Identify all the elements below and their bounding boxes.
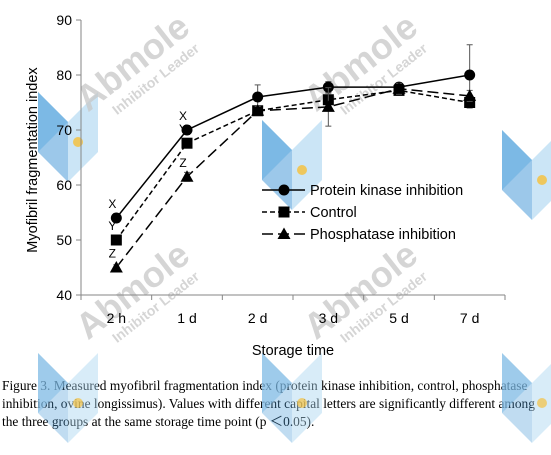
watermark-logo-icon [502, 130, 551, 220]
legend-marker [278, 206, 290, 218]
data-point [252, 91, 264, 103]
y-tick-label: 90 [56, 12, 72, 28]
data-point [251, 104, 265, 116]
data-point [464, 69, 476, 81]
data-point [180, 170, 194, 182]
y-ticks: 40 50 60 70 80 90 [56, 12, 81, 303]
axes: 40 50 60 70 80 90 2 h 1 d 2 d 3 d 5 d 7 d [56, 12, 506, 326]
legend-marker [277, 227, 291, 239]
x-axis-label: Storage time [252, 343, 334, 359]
significance-letter: X [108, 197, 116, 211]
x-tick-label: 2 h [107, 310, 126, 326]
data-point [463, 89, 477, 101]
x-tick-label: 7 d [460, 310, 479, 326]
y-tick-label: 70 [56, 122, 72, 138]
legend-label: Control [310, 205, 357, 221]
y-tick-label: 80 [56, 67, 72, 83]
series-line [115, 89, 470, 241]
data-point [322, 81, 334, 93]
x-tick-label: 1 d [177, 310, 196, 326]
legend-label: Protein kinase inhibition [310, 183, 463, 199]
y-tick-label: 60 [56, 177, 72, 193]
significance-letter: Z [179, 156, 186, 170]
x-tick-label: 3 d [319, 310, 338, 326]
y-tick-label: 40 [56, 287, 72, 303]
significance-letter: X [179, 109, 187, 123]
data-point [109, 261, 123, 273]
y-axis-label: Myofibril fragmentation index [25, 67, 41, 253]
x-tick-label: 5 d [389, 310, 408, 326]
data-point [110, 234, 122, 246]
x-tick-label: 2 d [248, 310, 267, 326]
legend-marker [278, 184, 290, 196]
significance-letter: Y [108, 219, 116, 233]
data-point [464, 97, 476, 108]
data-point [181, 137, 193, 149]
legend: Protein kinase inhibition Control Phosphat… [262, 183, 463, 243]
series-triangle: ZZ [109, 82, 477, 273]
data-point [392, 82, 406, 94]
data-point [110, 212, 122, 224]
series-line [115, 87, 470, 268]
figure-caption: Figure 3. Measured myofibril fragmentati… [2, 378, 535, 429]
significance-letter: Y [179, 122, 187, 136]
y-tick-label: 50 [56, 232, 72, 248]
significance-letter: Z [109, 247, 116, 261]
x-ticks: 2 h 1 d 2 d 3 d 5 d 7 d [80, 295, 506, 326]
data-point [181, 124, 193, 136]
legend-label: Phosphatase inhibition [310, 227, 456, 243]
series-line [115, 74, 470, 219]
data-point [321, 100, 335, 112]
